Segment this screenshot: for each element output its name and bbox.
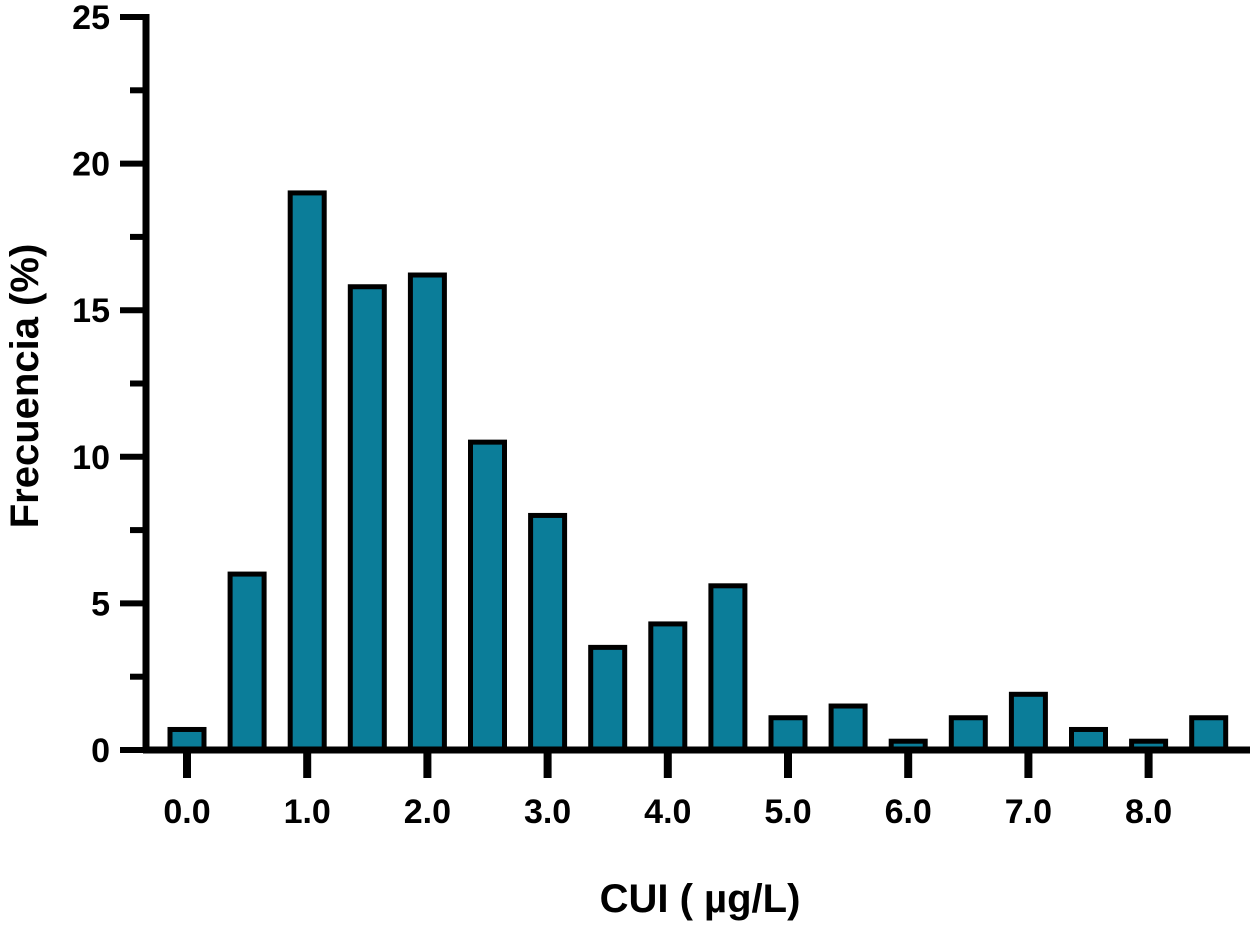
histogram-bar	[768, 715, 808, 753]
bars-group	[167, 190, 1229, 753]
histogram-bar	[948, 715, 988, 753]
x-tick-label: 1.0	[284, 793, 331, 831]
x-tick-label: 2.0	[404, 793, 451, 831]
histogram-bar	[407, 272, 447, 753]
axes-group: 0 5 10 15 20 25 0.0 1.0 2.0 3.0 4.0 5.0 6.0 7.0 8.0	[72, 0, 1250, 831]
x-tick-label: 8.0	[1125, 793, 1172, 831]
histogram-bar	[1189, 715, 1229, 753]
y-tick-label: 5	[91, 585, 110, 623]
histogram-bar	[227, 571, 267, 753]
x-tick-label: 0.0	[163, 793, 210, 831]
x-tick-label: 6.0	[885, 793, 932, 831]
y-tick-label: 10	[72, 439, 110, 477]
histogram-bar	[468, 439, 507, 753]
histogram-bar	[588, 644, 628, 753]
histogram-bar	[828, 703, 868, 753]
histogram-bar	[347, 284, 387, 753]
x-tick-label: 7.0	[1005, 793, 1052, 831]
histogram-bar	[648, 621, 688, 753]
y-axis-title: Frecuencia (%)	[3, 244, 47, 529]
histogram-bar	[528, 512, 568, 753]
y-tick-label: 0	[91, 732, 110, 770]
y-tick-label: 25	[72, 0, 110, 37]
histogram-bar	[287, 190, 327, 753]
histogram-bar	[708, 583, 748, 753]
histogram-bar	[1008, 691, 1048, 753]
x-tick-label: 5.0	[764, 793, 811, 831]
y-tick-label: 20	[72, 146, 110, 184]
x-axis-title: CUI ( µg/L)	[600, 877, 801, 921]
y-tick-label: 15	[72, 292, 110, 330]
x-tick-label: 4.0	[644, 793, 691, 831]
x-tick-label: 3.0	[524, 793, 571, 831]
